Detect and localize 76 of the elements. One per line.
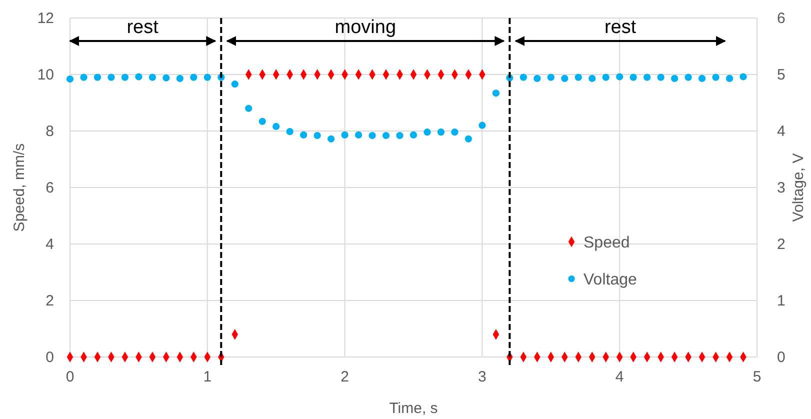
point (121, 74, 129, 81)
y2-tick-label: 3 (777, 179, 786, 196)
point (258, 118, 266, 125)
point (272, 122, 280, 130)
y-tick-label: 8 (46, 122, 54, 140)
x-tick-label: 5 (752, 368, 762, 386)
point (547, 74, 554, 81)
y2-tick-label: 5 (777, 66, 786, 84)
point (245, 104, 252, 112)
point (670, 74, 678, 82)
point (534, 74, 541, 82)
y-tick-label: 10 (37, 66, 54, 84)
point (410, 131, 418, 139)
point (712, 74, 720, 81)
point (424, 128, 431, 136)
y-tick-label: 2 (46, 292, 54, 310)
x-tick-label: 0 (66, 368, 74, 386)
y2-axis-title: Voltage, V (790, 153, 807, 222)
x-axis-title: Time, s (389, 400, 438, 417)
y-tick-label: 12 (37, 10, 54, 27)
point (574, 74, 582, 81)
y-tick-label: 4 (46, 236, 54, 253)
annotation: moving (334, 17, 396, 38)
x-tick-label: 3 (478, 368, 486, 386)
point (354, 131, 362, 139)
point (382, 132, 390, 140)
point (190, 74, 198, 81)
legend-label: Voltage (584, 272, 637, 289)
x-tick-label: 4 (615, 368, 624, 386)
point (286, 128, 294, 136)
point (396, 132, 404, 140)
point (162, 74, 170, 82)
point (464, 135, 472, 142)
point (698, 74, 706, 82)
point (588, 74, 596, 82)
point (300, 131, 308, 139)
point (108, 74, 115, 81)
y2-tick-label: 6 (777, 10, 786, 27)
point (94, 74, 102, 81)
point (135, 73, 142, 80)
point (657, 74, 664, 81)
point (176, 74, 184, 82)
y-tick-label: 6 (46, 179, 54, 196)
point (327, 135, 335, 142)
point (437, 128, 445, 136)
point (148, 74, 156, 81)
y2-tick-label: 0 (777, 348, 786, 366)
point (740, 73, 747, 80)
y-axis-title: Speed, mm/s (11, 143, 28, 232)
point (561, 74, 568, 82)
y2-tick-label: 4 (777, 122, 786, 140)
point (341, 131, 348, 139)
point (726, 74, 734, 82)
x-tick-label: 1 (203, 368, 212, 386)
point (630, 74, 637, 81)
point (231, 80, 238, 88)
annotation: rest (126, 17, 160, 38)
x-tick-label: 2 (340, 368, 349, 386)
point (80, 74, 88, 81)
point (204, 74, 211, 81)
point (644, 74, 651, 81)
point (368, 132, 376, 140)
y2-tick-label: 2 (777, 236, 786, 253)
point (602, 74, 610, 81)
point (520, 74, 527, 81)
point (314, 132, 321, 140)
point (451, 128, 458, 136)
point (616, 73, 624, 80)
y2-tick-label: 1 (777, 292, 786, 310)
y-tick-label: 0 (46, 348, 54, 366)
point (478, 122, 486, 129)
point (684, 74, 692, 81)
legend-label: Speed (584, 234, 630, 252)
annotation: rest (604, 17, 637, 38)
point (492, 90, 500, 97)
point (66, 75, 74, 83)
